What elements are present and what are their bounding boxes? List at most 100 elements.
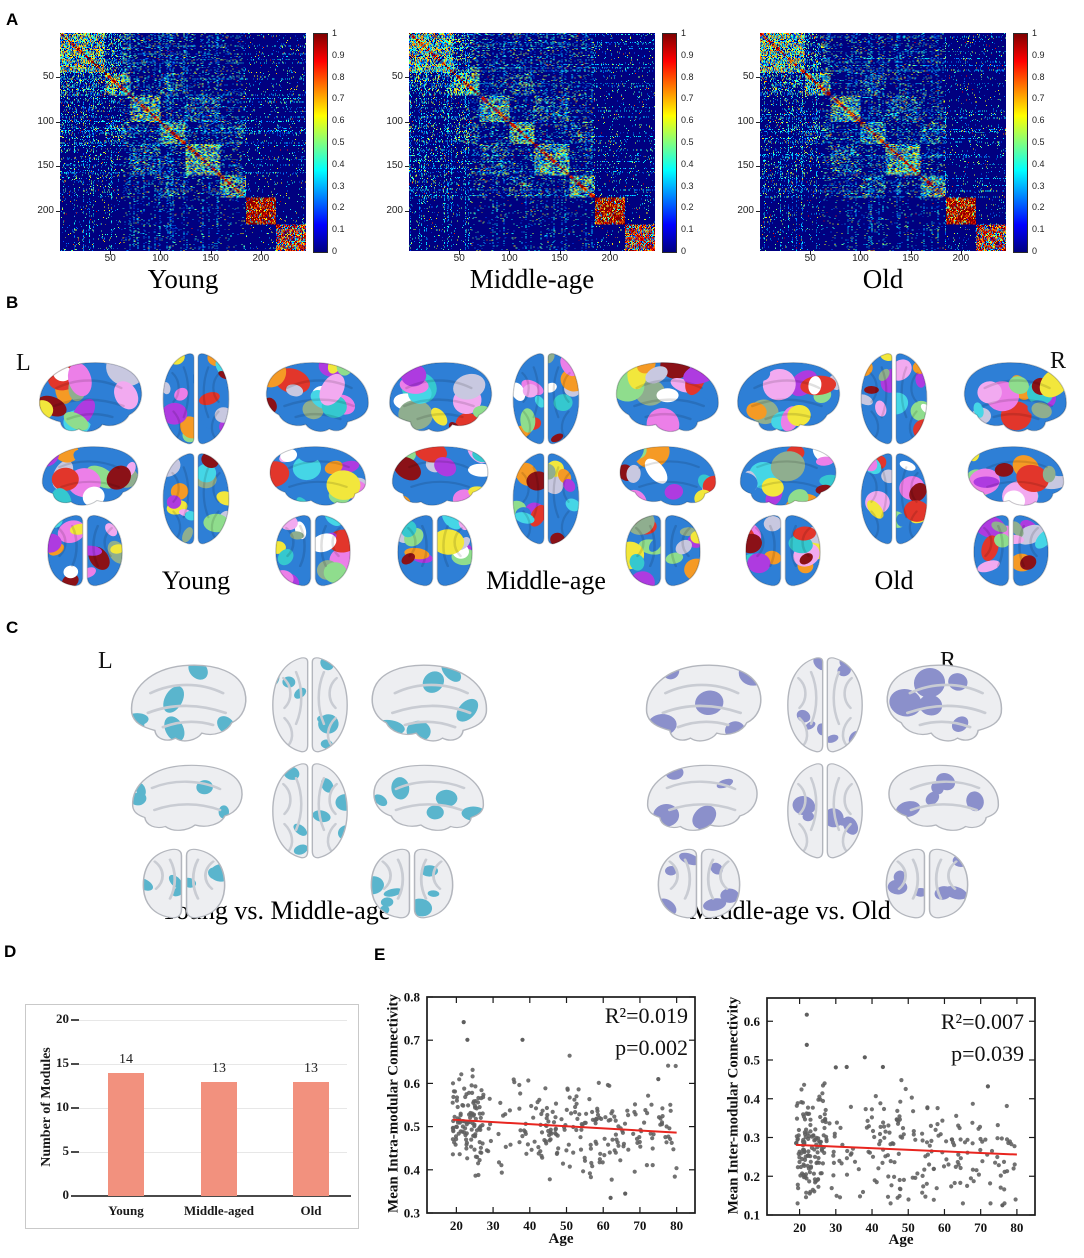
data-point	[889, 1183, 894, 1188]
data-point	[583, 1120, 588, 1125]
data-point	[660, 1106, 665, 1111]
data-point	[812, 1154, 818, 1159]
data-point	[831, 1173, 836, 1178]
data-point	[606, 1142, 611, 1147]
brain-lat-view	[32, 356, 148, 438]
data-point	[574, 1127, 579, 1133]
matrix-ytick-mark	[405, 121, 409, 123]
data-point	[878, 1101, 883, 1106]
colorbar-tick-label: 0.7	[681, 93, 694, 104]
data-point	[588, 1175, 593, 1180]
data-point	[852, 1159, 858, 1164]
data-point	[454, 1095, 460, 1100]
brain-front-view	[620, 510, 706, 590]
data-point	[901, 1132, 906, 1137]
data-point	[539, 1111, 544, 1117]
matrix-xtick-label: 100	[501, 253, 518, 264]
data-point	[831, 1153, 836, 1158]
data-point	[543, 1086, 548, 1091]
brain-lat-view	[365, 658, 495, 748]
data-point	[656, 1115, 662, 1120]
data-point	[957, 1125, 962, 1131]
data-point	[898, 1099, 903, 1104]
data-point	[465, 1037, 470, 1042]
y-tick-label: 0.4	[404, 1162, 421, 1177]
data-point	[626, 1113, 631, 1118]
data-point	[473, 1099, 478, 1104]
data-point	[813, 1127, 818, 1132]
data-point	[818, 1114, 823, 1120]
data-point	[995, 1154, 1000, 1160]
data-point	[459, 1072, 464, 1077]
y-tick-label: 0.8	[404, 990, 421, 1005]
comparison-group-young-vs-middle: Young vs. Middle-age	[115, 650, 488, 940]
data-point	[1004, 1103, 1009, 1109]
data-point	[572, 1097, 577, 1102]
data-point	[608, 1195, 613, 1200]
brain-front-view	[968, 510, 1054, 590]
bar-ytick-mark	[71, 1063, 79, 1065]
data-point	[995, 1123, 1000, 1128]
bar-ytick-label: 5	[62, 1143, 70, 1158]
data-point	[831, 1149, 836, 1154]
colorbar-tick-label: 0.2	[332, 202, 345, 213]
colorbar-tick-label: 0.6	[681, 115, 694, 126]
data-point	[560, 1161, 566, 1166]
data-point	[1012, 1144, 1017, 1149]
x-tick-label: 50	[560, 1218, 573, 1233]
data-point	[469, 1127, 474, 1132]
data-point	[473, 1173, 478, 1178]
colorbar-tick-label: 0.3	[1032, 180, 1045, 191]
matrix-xtick-label: 150	[202, 253, 219, 264]
data-point	[822, 1081, 827, 1086]
data-point	[797, 1155, 802, 1160]
data-point	[597, 1115, 602, 1120]
matrix-ytick-label: 200	[386, 204, 403, 216]
matrix-xtick-label: 200	[252, 253, 270, 264]
data-point	[477, 1158, 482, 1163]
data-point	[496, 1131, 501, 1137]
matrix-ytick-label: 50	[42, 71, 54, 83]
data-point	[820, 1161, 825, 1166]
data-point	[795, 1201, 800, 1206]
data-point	[900, 1126, 906, 1131]
data-point	[581, 1169, 586, 1174]
data-point	[822, 1150, 827, 1155]
data-point	[804, 1012, 809, 1017]
data-point	[872, 1134, 877, 1140]
bar-x-axis	[73, 1195, 351, 1197]
bar-ytick-label: 0	[62, 1187, 70, 1202]
data-point	[650, 1146, 655, 1151]
data-point	[803, 1195, 809, 1200]
data-point	[988, 1181, 993, 1186]
data-point	[559, 1117, 564, 1122]
data-point	[970, 1101, 975, 1106]
matrix-panel-old: Old 50 100 150 200 50 100 150 200 1 0.9 0.8 0.7 0.6 0…	[700, 12, 1045, 304]
data-point	[473, 1084, 478, 1089]
plot-frame	[426, 996, 696, 1214]
data-point	[650, 1163, 655, 1168]
data-point	[804, 1042, 809, 1047]
data-point	[669, 1140, 674, 1145]
data-point	[473, 1116, 478, 1121]
data-point	[452, 1114, 457, 1119]
brain-lat-view	[730, 356, 846, 438]
data-point	[950, 1137, 955, 1142]
data-point	[886, 1123, 891, 1128]
bar-category-label: Middle-aged	[183, 1203, 255, 1218]
data-point	[899, 1078, 904, 1083]
data-point	[822, 1125, 827, 1131]
colorbar-tick-label: 0.2	[681, 202, 694, 213]
matrix-xtick-label: 100	[852, 253, 869, 264]
data-point	[819, 1171, 824, 1176]
data-point	[644, 1163, 649, 1168]
x-tick-label: 50	[902, 1220, 915, 1235]
data-point	[535, 1100, 540, 1105]
data-point	[860, 1189, 866, 1195]
data-point	[824, 1134, 829, 1139]
data-point	[795, 1165, 800, 1170]
data-point	[983, 1137, 988, 1142]
data-point	[463, 1094, 468, 1100]
data-point	[980, 1159, 985, 1164]
